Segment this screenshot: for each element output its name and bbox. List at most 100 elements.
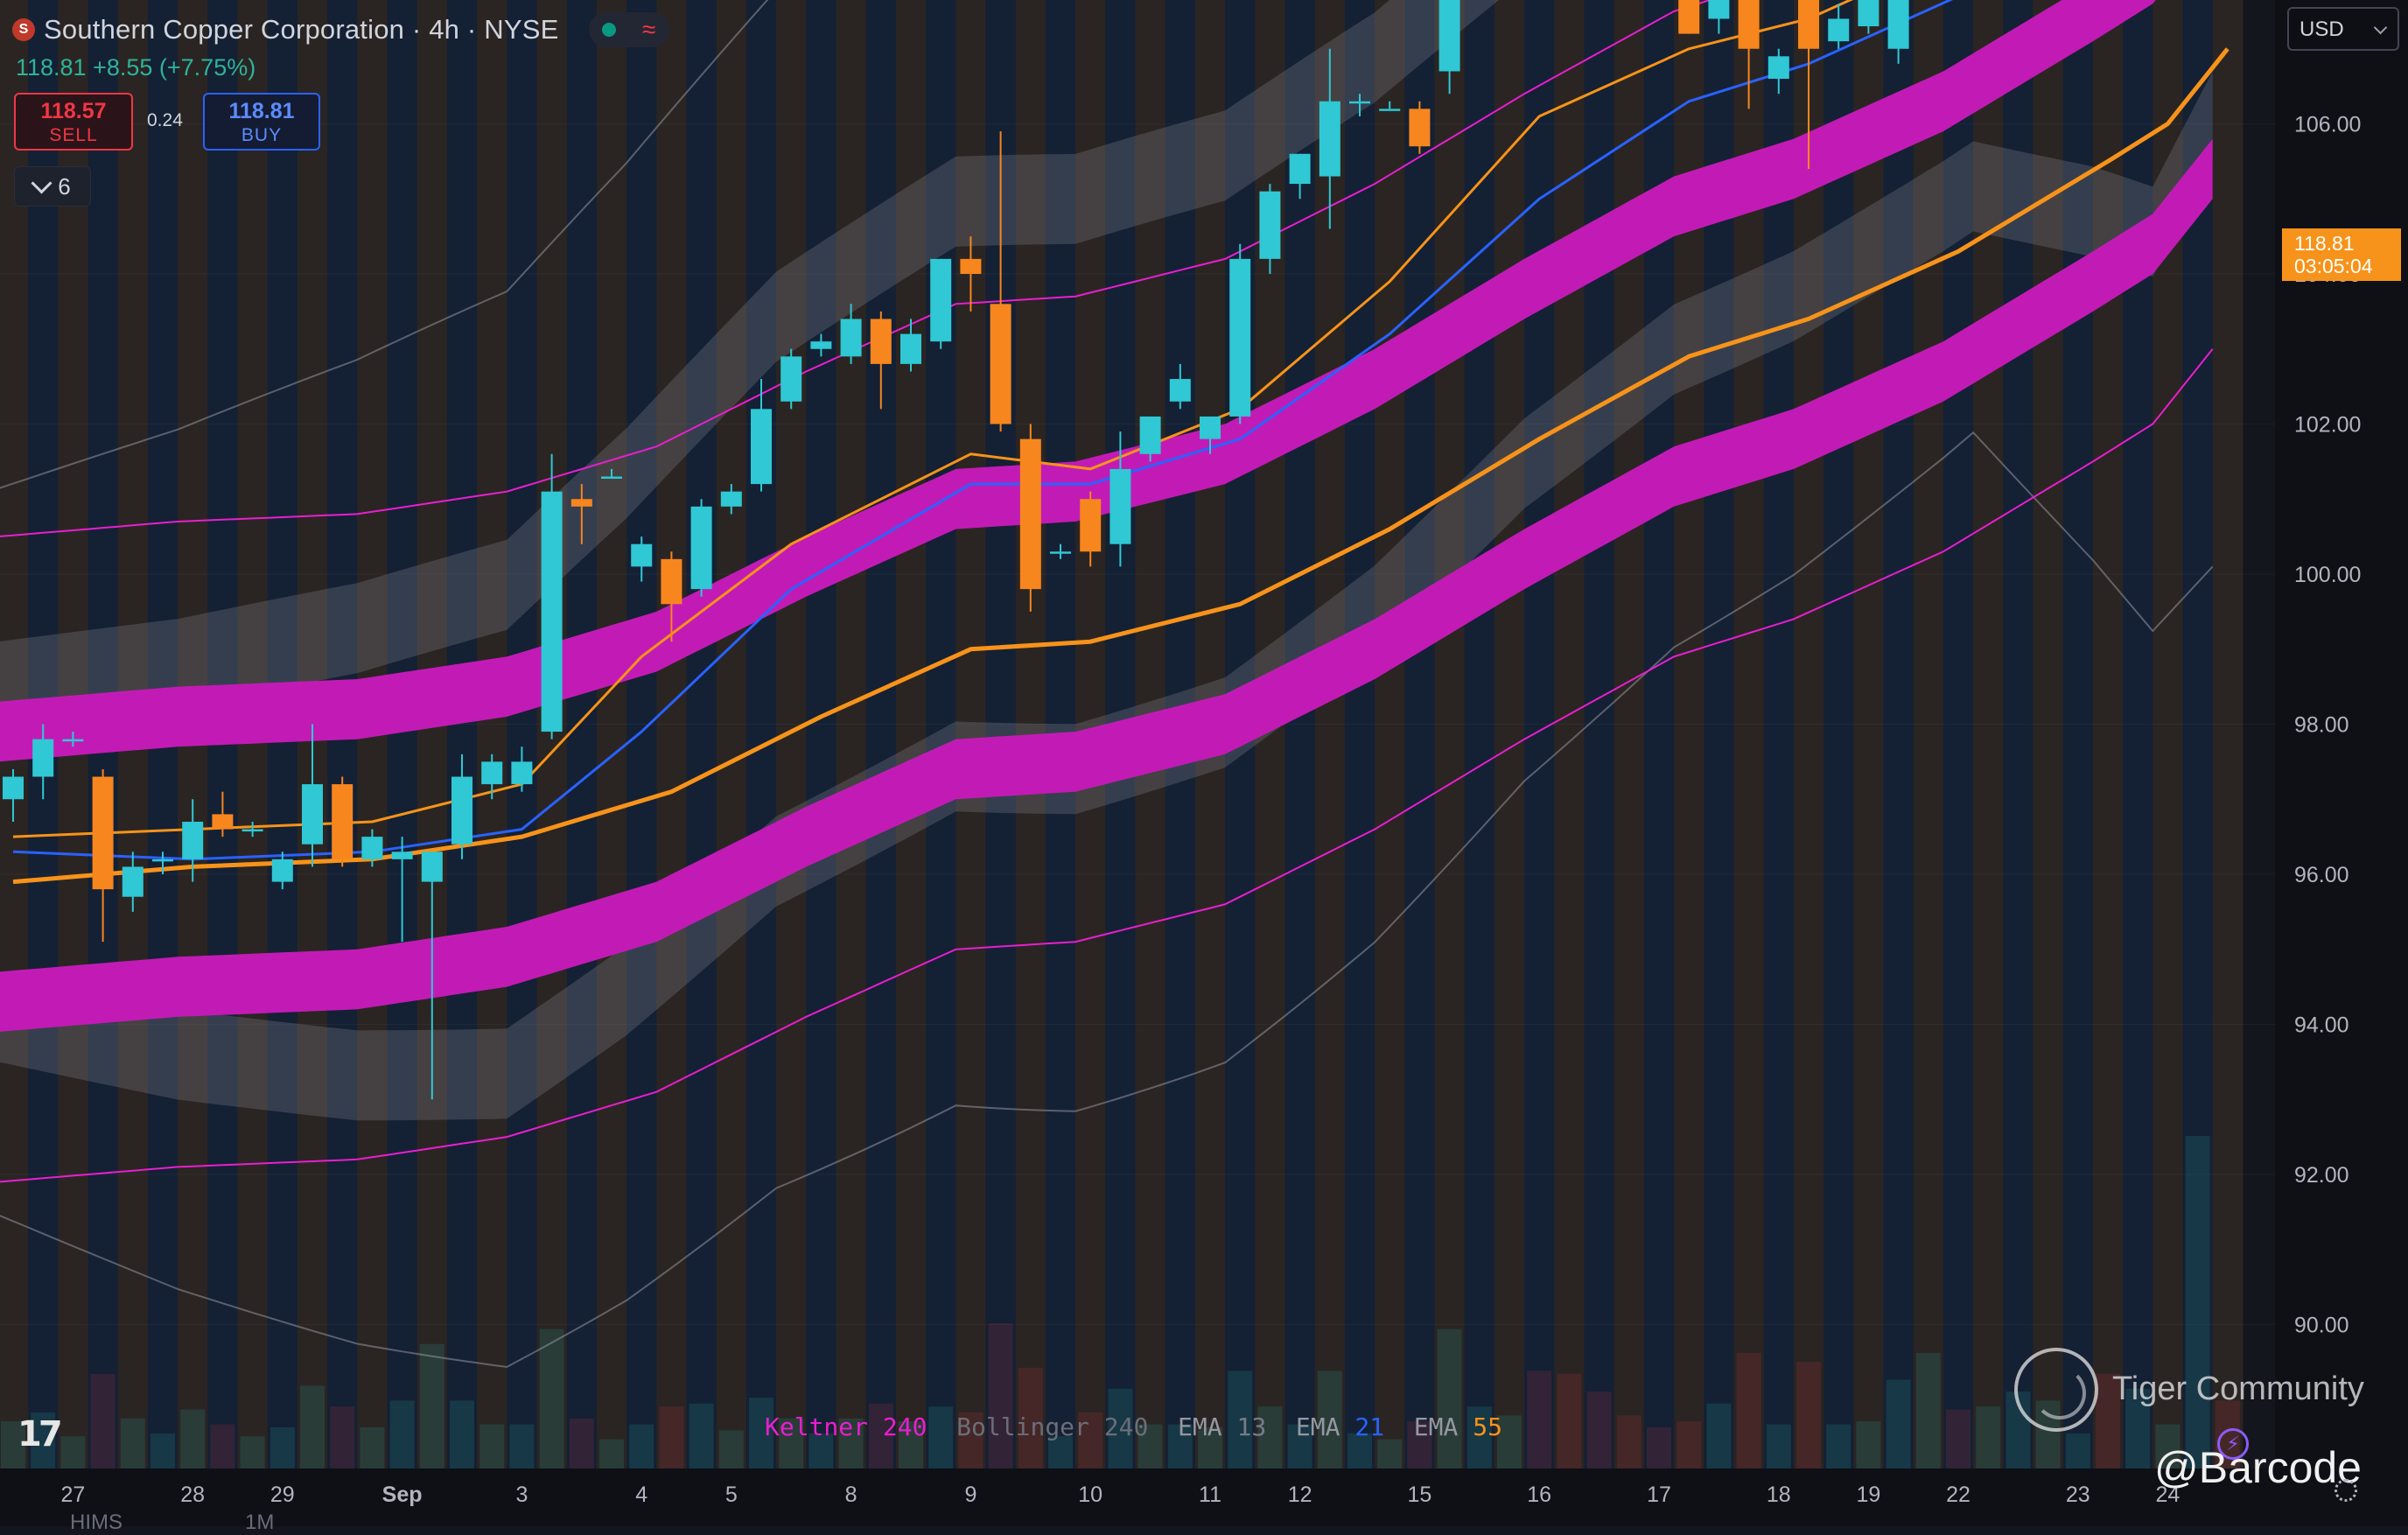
volume-bar	[1048, 1436, 1073, 1468]
candle-body	[212, 814, 234, 830]
watermark-brand: Tiger Community	[2112, 1370, 2364, 1407]
candle	[930, 258, 952, 349]
volume-bar	[389, 1400, 415, 1468]
volume-bar	[2065, 1433, 2090, 1468]
candle	[271, 852, 293, 890]
wave-icon: ≈	[641, 16, 656, 43]
volume-bar	[180, 1409, 206, 1468]
x-tick-label: 8	[845, 1482, 858, 1507]
volume-bar	[1348, 1433, 1372, 1468]
price-change-text: 118.81 +8.55 (+7.75%)	[16, 54, 256, 81]
candle-body	[1319, 101, 1340, 177]
volume-bar	[1198, 1427, 1222, 1468]
southern-copper-logo: S	[12, 18, 35, 41]
symbol-title[interactable]: Southern Copper Corporation · 4h · NYSE	[44, 14, 559, 45]
legend-bollinger[interactable]: Bollinger 240	[956, 1412, 1148, 1441]
candle-body	[1379, 109, 1401, 111]
indicators-toggle[interactable]: 6	[14, 166, 91, 207]
candle-body	[1708, 0, 1730, 19]
candle-body	[1080, 499, 1102, 552]
candle	[92, 768, 114, 943]
currency-select[interactable]: USD	[2287, 7, 2399, 51]
session-stripe	[2003, 0, 2034, 1468]
candle-body	[840, 319, 862, 357]
candle-body	[1438, 0, 1460, 72]
candle-body	[511, 761, 533, 785]
legend-value: 21	[1354, 1412, 1385, 1441]
volume-bar	[928, 1406, 954, 1468]
spread-value: 0.24	[147, 110, 183, 130]
candle-body	[720, 491, 742, 507]
sell-price: 118.57	[40, 99, 107, 123]
legend-ema-21[interactable]: EMA 21	[1296, 1412, 1384, 1441]
volume-bar	[958, 1412, 984, 1468]
session-stripe	[776, 0, 807, 1468]
session-stripe	[596, 0, 627, 1468]
tradingview-logo[interactable]: 17	[18, 1414, 63, 1454]
session-stripe	[865, 0, 897, 1468]
candle	[1139, 416, 1161, 462]
candle	[511, 746, 533, 792]
volume-bar	[480, 1424, 505, 1468]
legend-ema-55[interactable]: EMA 55	[1414, 1412, 1502, 1441]
session-stripe	[1494, 0, 1525, 1468]
candle-body	[32, 739, 54, 777]
sell-button[interactable]: 118.57 SELL	[14, 93, 133, 151]
candle-body	[631, 543, 653, 567]
indicator-legend[interactable]: Keltner 240 Bollinger 240 EMA 13 EMA 21 …	[765, 1412, 1502, 1441]
candle	[1259, 184, 1281, 274]
symbol-header[interactable]: S Southern Copper Corporation · 4h · NYS…	[12, 11, 669, 49]
candle-body	[391, 852, 413, 859]
volume-bar	[868, 1403, 893, 1468]
candle-body	[1200, 416, 1221, 439]
volume-bar	[1407, 1421, 1432, 1468]
y-tick-label: 94.00	[2294, 1013, 2349, 1038]
candle	[990, 131, 1012, 432]
volume-bar	[1766, 1424, 1791, 1468]
candle	[1110, 431, 1131, 567]
legend-value: 13	[1236, 1412, 1267, 1441]
candle-body	[1858, 0, 1880, 27]
candle-body	[122, 866, 144, 897]
volume-bar	[1437, 1328, 1462, 1468]
status-pill[interactable]: ≈	[588, 12, 669, 47]
session-stripe	[806, 0, 836, 1468]
volume-bar	[629, 1424, 654, 1468]
candle	[1050, 543, 1071, 559]
session-stripe	[1554, 0, 1585, 1468]
candle-body	[242, 829, 263, 832]
session-stripe	[926, 0, 956, 1468]
legend-ema-13[interactable]: EMA 13	[1178, 1412, 1266, 1441]
buy-button[interactable]: 118.81 BUY	[203, 93, 320, 151]
session-stripe	[387, 0, 418, 1468]
gear-icon[interactable]	[2334, 1479, 2357, 1502]
candle-body	[302, 784, 323, 845]
volume-bar	[1018, 1368, 1043, 1468]
last-price-tag-price: 118.81	[2294, 232, 2355, 255]
chevron-down-icon	[31, 172, 52, 194]
volume-bar	[988, 1323, 1013, 1468]
session-stripe	[1793, 0, 1824, 1468]
session-stripe	[626, 0, 657, 1468]
legend-value: 240	[882, 1412, 928, 1441]
candle-body	[690, 506, 712, 590]
volume-bar	[1826, 1424, 1852, 1468]
candle	[3, 768, 24, 822]
x-tick-label: 18	[1767, 1482, 1791, 1507]
volume-bar	[1466, 1406, 1492, 1468]
candle	[1768, 48, 1789, 95]
legend-keltner[interactable]: Keltner 240	[765, 1412, 927, 1441]
tiger-logo-icon	[2014, 1348, 2098, 1432]
candle	[570, 484, 592, 544]
y-tick-label: 96.00	[2294, 863, 2349, 887]
candle-body	[780, 356, 802, 402]
y-tick-label: 90.00	[2294, 1314, 2349, 1338]
last-price-tag: 118.81 03:05:04	[2282, 228, 2401, 281]
candle	[32, 724, 54, 800]
x-tick-label: 4	[635, 1482, 648, 1507]
legend-name: EMA	[1178, 1412, 1222, 1441]
session-stripe	[1434, 0, 1466, 1468]
volume-bar	[1616, 1415, 1642, 1468]
